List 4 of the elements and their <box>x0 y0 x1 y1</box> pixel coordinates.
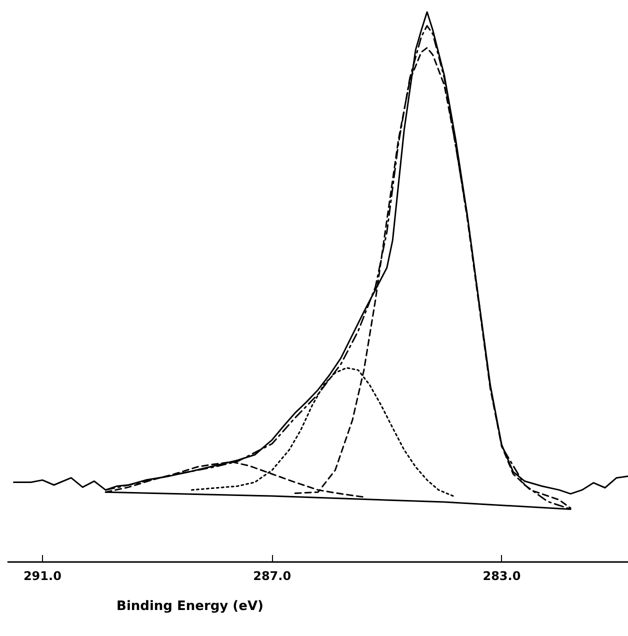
x-axis-title: Binding Energy (eV) <box>116 599 264 614</box>
x-tick-label: 291.0 <box>23 569 62 583</box>
x-tick-label: 287.0 <box>253 569 292 583</box>
x-tick-label: 283.0 <box>482 569 521 583</box>
